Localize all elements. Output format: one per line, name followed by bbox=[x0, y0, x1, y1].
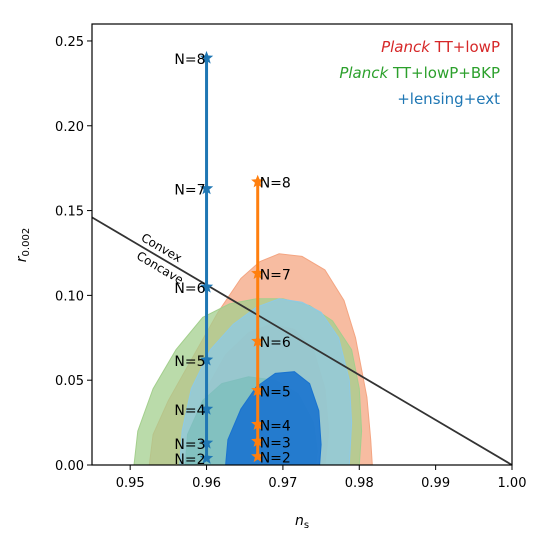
series-0-label: N=2 bbox=[174, 452, 205, 468]
x-axis-label-main: n bbox=[295, 513, 304, 529]
series-1-label: N=4 bbox=[260, 418, 291, 434]
y-axis-label-sub: 0.002 bbox=[21, 228, 32, 257]
series-0-marker bbox=[199, 279, 214, 293]
y-tick-label: 0.15 bbox=[55, 205, 84, 220]
x-tick-label: 0.96 bbox=[192, 476, 221, 491]
series-0-marker bbox=[199, 50, 214, 64]
x-tick-label: 0.98 bbox=[345, 476, 374, 491]
x-axis-label: ns bbox=[295, 513, 309, 531]
y-tick-label: 0.05 bbox=[55, 374, 84, 389]
contour-5 bbox=[225, 371, 322, 465]
x-tick-label: 0.97 bbox=[268, 476, 297, 491]
series-0-marker bbox=[199, 352, 214, 366]
series-0-label: N=8 bbox=[174, 52, 205, 68]
legend-entry-italic: Planck bbox=[381, 38, 431, 56]
series-0-label: N=5 bbox=[174, 354, 205, 370]
legend-entry-italic: Planck bbox=[339, 64, 389, 82]
series-0-marker bbox=[199, 181, 214, 195]
series-0-marker bbox=[199, 402, 214, 415]
series-1-label: N=5 bbox=[260, 384, 291, 400]
legend-entry-text: TT+lowP+BKP bbox=[388, 64, 500, 82]
series-1-marker bbox=[251, 434, 265, 447]
series-0-marker bbox=[199, 451, 214, 464]
series-0-label: N=4 bbox=[174, 403, 205, 419]
series-1-marker bbox=[251, 174, 265, 188]
series-0-label: N=6 bbox=[174, 281, 205, 297]
legend-entry: Planck TT+lowP+BKP bbox=[339, 64, 500, 82]
x-axis-label-sub: s bbox=[304, 520, 309, 531]
model-series: N=2N=3N=4N=5N=6N=7N=8N=2N=3N=4N=5N=6N=7N… bbox=[174, 50, 291, 468]
series-1-marker bbox=[251, 449, 265, 463]
series-0-label: N=7 bbox=[174, 183, 205, 199]
x-tick-label: 0.95 bbox=[116, 476, 145, 491]
y-axis-label-main: r bbox=[14, 255, 30, 262]
y-tick-label: 0.20 bbox=[55, 120, 84, 135]
boundary-line bbox=[92, 216, 512, 465]
x-tick-label: 0.99 bbox=[421, 476, 450, 491]
x-axis-ticks: 0.95 0.96 0.97 0.98 0.99 1.00 bbox=[116, 465, 527, 491]
legend-entry: Planck TT+lowP bbox=[381, 38, 500, 56]
series-1-marker bbox=[251, 417, 265, 430]
legend-entry-text: TT+lowP bbox=[430, 38, 500, 56]
y-tick-label: 0.00 bbox=[55, 459, 84, 474]
series-0-label: N=3 bbox=[174, 437, 205, 453]
series-1-label: N=2 bbox=[260, 451, 291, 467]
series-1-label: N=3 bbox=[260, 435, 291, 451]
series-1-label: N=6 bbox=[260, 335, 291, 351]
x-tick-label: 1.00 bbox=[498, 476, 527, 491]
y-axis-ticks: 0.00 0.05 0.10 0.15 0.20 0.25 bbox=[55, 35, 92, 474]
series-1-label: N=7 bbox=[260, 267, 291, 283]
legend-entry-text: +lensing+ext bbox=[397, 90, 500, 108]
y-axis-label: r0.002 bbox=[14, 228, 32, 262]
legend-entry: +lensing+ext bbox=[397, 90, 500, 108]
series-0-marker bbox=[199, 435, 214, 449]
series-1-marker bbox=[251, 266, 265, 279]
series-1-marker bbox=[251, 383, 265, 396]
convex-concave-boundary bbox=[92, 216, 512, 465]
y-tick-label: 0.10 bbox=[55, 289, 84, 304]
confidence-contours bbox=[133, 253, 373, 465]
series-1-marker bbox=[251, 334, 265, 347]
series-1-label: N=8 bbox=[260, 176, 291, 192]
plot-frame bbox=[91, 23, 513, 466]
y-tick-label: 0.25 bbox=[55, 35, 84, 50]
